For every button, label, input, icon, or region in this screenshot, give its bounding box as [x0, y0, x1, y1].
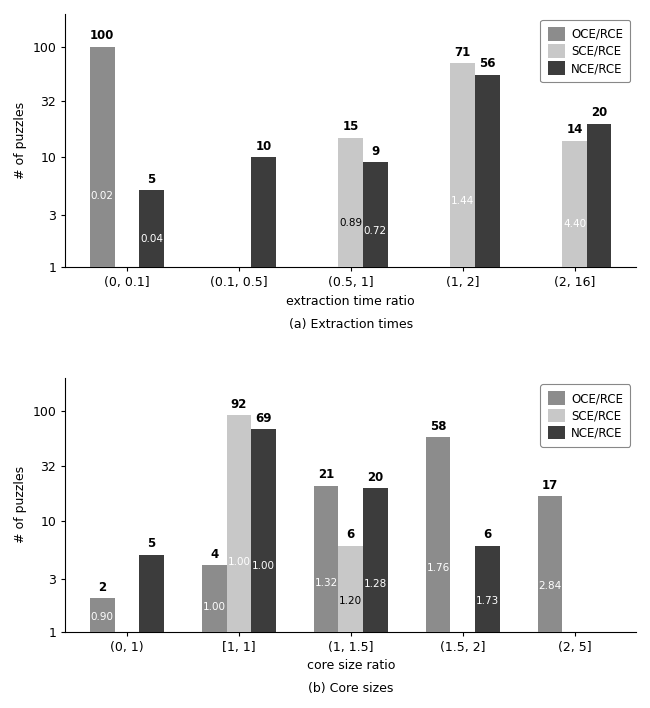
- Text: 1.44: 1.44: [451, 196, 474, 206]
- Text: 1.32: 1.32: [315, 578, 338, 588]
- Bar: [139, 190, 164, 708]
- Text: 15: 15: [343, 120, 359, 133]
- Text: 10: 10: [255, 139, 272, 152]
- Y-axis label: # of puzzles: # of puzzles: [14, 467, 27, 544]
- Text: 100: 100: [90, 30, 114, 42]
- Text: 4.40: 4.40: [563, 219, 586, 229]
- Bar: [90, 47, 114, 708]
- Bar: [538, 496, 562, 708]
- Bar: [562, 141, 587, 708]
- Text: 0.90: 0.90: [91, 612, 114, 622]
- Bar: [139, 554, 164, 708]
- Bar: [314, 486, 339, 708]
- Text: (a) Extraction times: (a) Extraction times: [289, 318, 413, 331]
- Bar: [339, 546, 363, 708]
- Bar: [587, 124, 612, 708]
- Text: 5: 5: [148, 173, 155, 185]
- Bar: [251, 429, 276, 708]
- Text: 9: 9: [371, 144, 380, 158]
- X-axis label: extraction time ratio: extraction time ratio: [287, 295, 415, 308]
- Text: 17: 17: [542, 479, 558, 491]
- Text: 21: 21: [318, 469, 334, 481]
- Text: 2: 2: [98, 581, 107, 594]
- Bar: [475, 546, 500, 708]
- Bar: [426, 438, 450, 708]
- Text: 58: 58: [430, 420, 447, 433]
- Legend: OCE/RCE, SCE/RCE, NCE/RCE: OCE/RCE, SCE/RCE, NCE/RCE: [540, 20, 630, 82]
- Text: 20: 20: [367, 471, 383, 484]
- Text: 0.02: 0.02: [91, 191, 114, 201]
- Bar: [475, 75, 500, 708]
- Bar: [226, 416, 251, 708]
- Text: 71: 71: [454, 46, 471, 59]
- Bar: [90, 598, 114, 708]
- Bar: [339, 137, 363, 708]
- Text: 2.84: 2.84: [538, 581, 562, 591]
- Text: 0.04: 0.04: [140, 234, 163, 244]
- Bar: [363, 489, 387, 708]
- Text: 1.73: 1.73: [476, 596, 499, 606]
- Text: 1.00: 1.00: [252, 561, 275, 571]
- Bar: [363, 162, 387, 708]
- Text: 1.00: 1.00: [203, 602, 226, 612]
- Text: 56: 56: [479, 57, 495, 70]
- Text: 92: 92: [231, 398, 247, 411]
- Text: 1.20: 1.20: [339, 596, 362, 606]
- Text: 6: 6: [346, 528, 355, 542]
- Y-axis label: # of puzzles: # of puzzles: [14, 102, 27, 179]
- Text: 69: 69: [255, 411, 272, 425]
- Bar: [450, 64, 475, 708]
- Text: 4: 4: [210, 548, 218, 561]
- Text: 0.89: 0.89: [339, 218, 362, 228]
- X-axis label: core size ratio: core size ratio: [307, 659, 395, 672]
- Text: 1.76: 1.76: [426, 564, 450, 573]
- Text: 14: 14: [566, 123, 583, 137]
- Text: 1.28: 1.28: [364, 578, 387, 588]
- Text: (b) Core sizes: (b) Core sizes: [308, 683, 393, 695]
- Bar: [202, 565, 226, 708]
- Text: 20: 20: [591, 106, 607, 120]
- Text: 5: 5: [148, 537, 155, 550]
- Text: 6: 6: [483, 528, 491, 542]
- Text: 1.00: 1.00: [227, 556, 250, 566]
- Text: 0.72: 0.72: [364, 226, 387, 236]
- Legend: OCE/RCE, SCE/RCE, NCE/RCE: OCE/RCE, SCE/RCE, NCE/RCE: [540, 384, 630, 447]
- Bar: [251, 157, 276, 708]
